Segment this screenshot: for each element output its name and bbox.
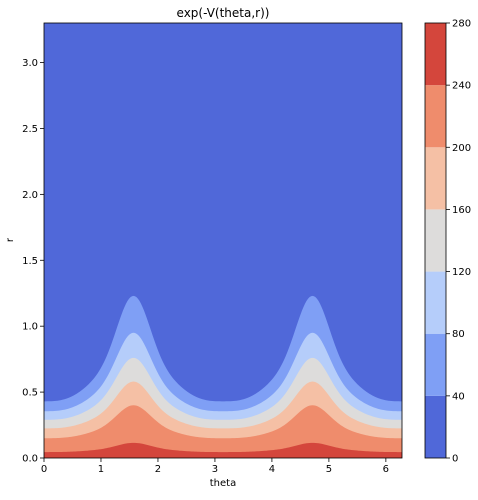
colorbar-segment: [425, 271, 446, 334]
colorbar: [425, 23, 446, 458]
y-tick-label: 0.5: [22, 388, 38, 399]
colorbar-tick-label: 80: [452, 329, 465, 340]
x-tick-label: 2: [155, 464, 161, 475]
colorbar-tick-label: 40: [452, 391, 465, 402]
y-tick-label: 0.0: [22, 454, 38, 465]
colorbar-tick-label: 160: [452, 205, 471, 216]
y-tick-label: 1.5: [22, 256, 38, 267]
y-axis-label: r: [5, 237, 16, 242]
colorbar-segment: [425, 147, 446, 210]
colorbar-segment: [425, 395, 446, 458]
colorbar-ticks: 0 40 80 120 160 200 240 280: [446, 19, 471, 465]
colorbar-tick-label: 120: [452, 267, 471, 278]
colorbar-tick-label: 0: [452, 454, 458, 465]
y-tick-label: 1.0: [22, 322, 38, 333]
x-tick-label: 3: [212, 464, 218, 475]
y-tick-label: 2.5: [22, 124, 38, 135]
x-tick-label: 4: [269, 464, 275, 475]
colorbar-segment: [425, 333, 446, 396]
colorbar-tick-label: 200: [452, 143, 471, 154]
colorbar-segment: [425, 23, 446, 86]
chart-title: exp(-V(theta,r)): [177, 6, 270, 20]
plot-area: [44, 23, 402, 458]
colorbar-tick-label: 280: [452, 19, 471, 30]
plot-frame: [43, 22, 403, 459]
colorbar-tick-label: 240: [452, 81, 471, 92]
y-axis: 0.0 0.5 1.0 1.5 2.0 2.5 3.0: [22, 58, 44, 465]
x-tick-label: 1: [98, 464, 104, 475]
x-tick-label: 0: [41, 464, 47, 475]
y-tick-label: 3.0: [22, 58, 38, 69]
x-axis-label: theta: [210, 478, 236, 489]
x-axis: 0 1 2 3 4 5 6: [41, 458, 389, 475]
x-tick-label: 5: [326, 464, 332, 475]
colorbar-frame: [424, 22, 447, 459]
colorbar-segment: [425, 85, 446, 148]
x-tick-label: 6: [383, 464, 389, 475]
contour-band-6: [44, 442, 402, 458]
colorbar-segment: [425, 209, 446, 272]
y-tick-label: 2.0: [22, 190, 38, 201]
